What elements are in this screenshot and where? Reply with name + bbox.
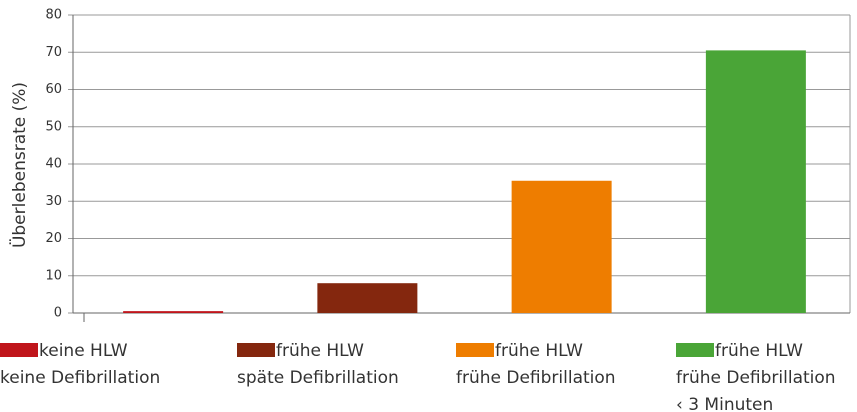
x-tick-label: frühe Defibrillation — [676, 368, 836, 388]
legend-swatch — [0, 343, 38, 357]
x-tick-label: keine Defibrillation — [0, 368, 160, 388]
x-tick-label: frühe HLW — [276, 341, 364, 361]
x-tick-label: frühe HLW — [495, 341, 583, 361]
y-tick-label: 70 — [45, 45, 62, 60]
x-tick-label: frühe Defibrillation — [456, 368, 616, 388]
y-tick-label: 60 — [45, 82, 62, 97]
x-tick-label: ‹ 3 Minuten — [676, 395, 773, 412]
y-tick-label: 0 — [54, 306, 62, 321]
legend-swatch — [456, 343, 494, 357]
y-tick-label: 20 — [45, 231, 62, 246]
y-tick-label: 40 — [45, 157, 62, 172]
legend-swatch — [237, 343, 275, 357]
bar — [123, 311, 224, 313]
x-tick-label: keine HLW — [39, 341, 128, 361]
bar — [511, 180, 612, 313]
y-tick-label: 10 — [45, 268, 62, 283]
bar — [705, 50, 806, 313]
x-tick-label: späte Defibrillation — [237, 368, 399, 388]
y-tick-label: 30 — [45, 194, 62, 209]
y-tick-label: 80 — [45, 8, 62, 23]
bar — [317, 283, 418, 313]
legend-swatch — [676, 343, 714, 357]
y-axis-label: Überlebensrate (%) — [8, 82, 30, 248]
x-tick-label: frühe HLW — [715, 341, 803, 361]
y-tick-label: 50 — [45, 119, 62, 134]
